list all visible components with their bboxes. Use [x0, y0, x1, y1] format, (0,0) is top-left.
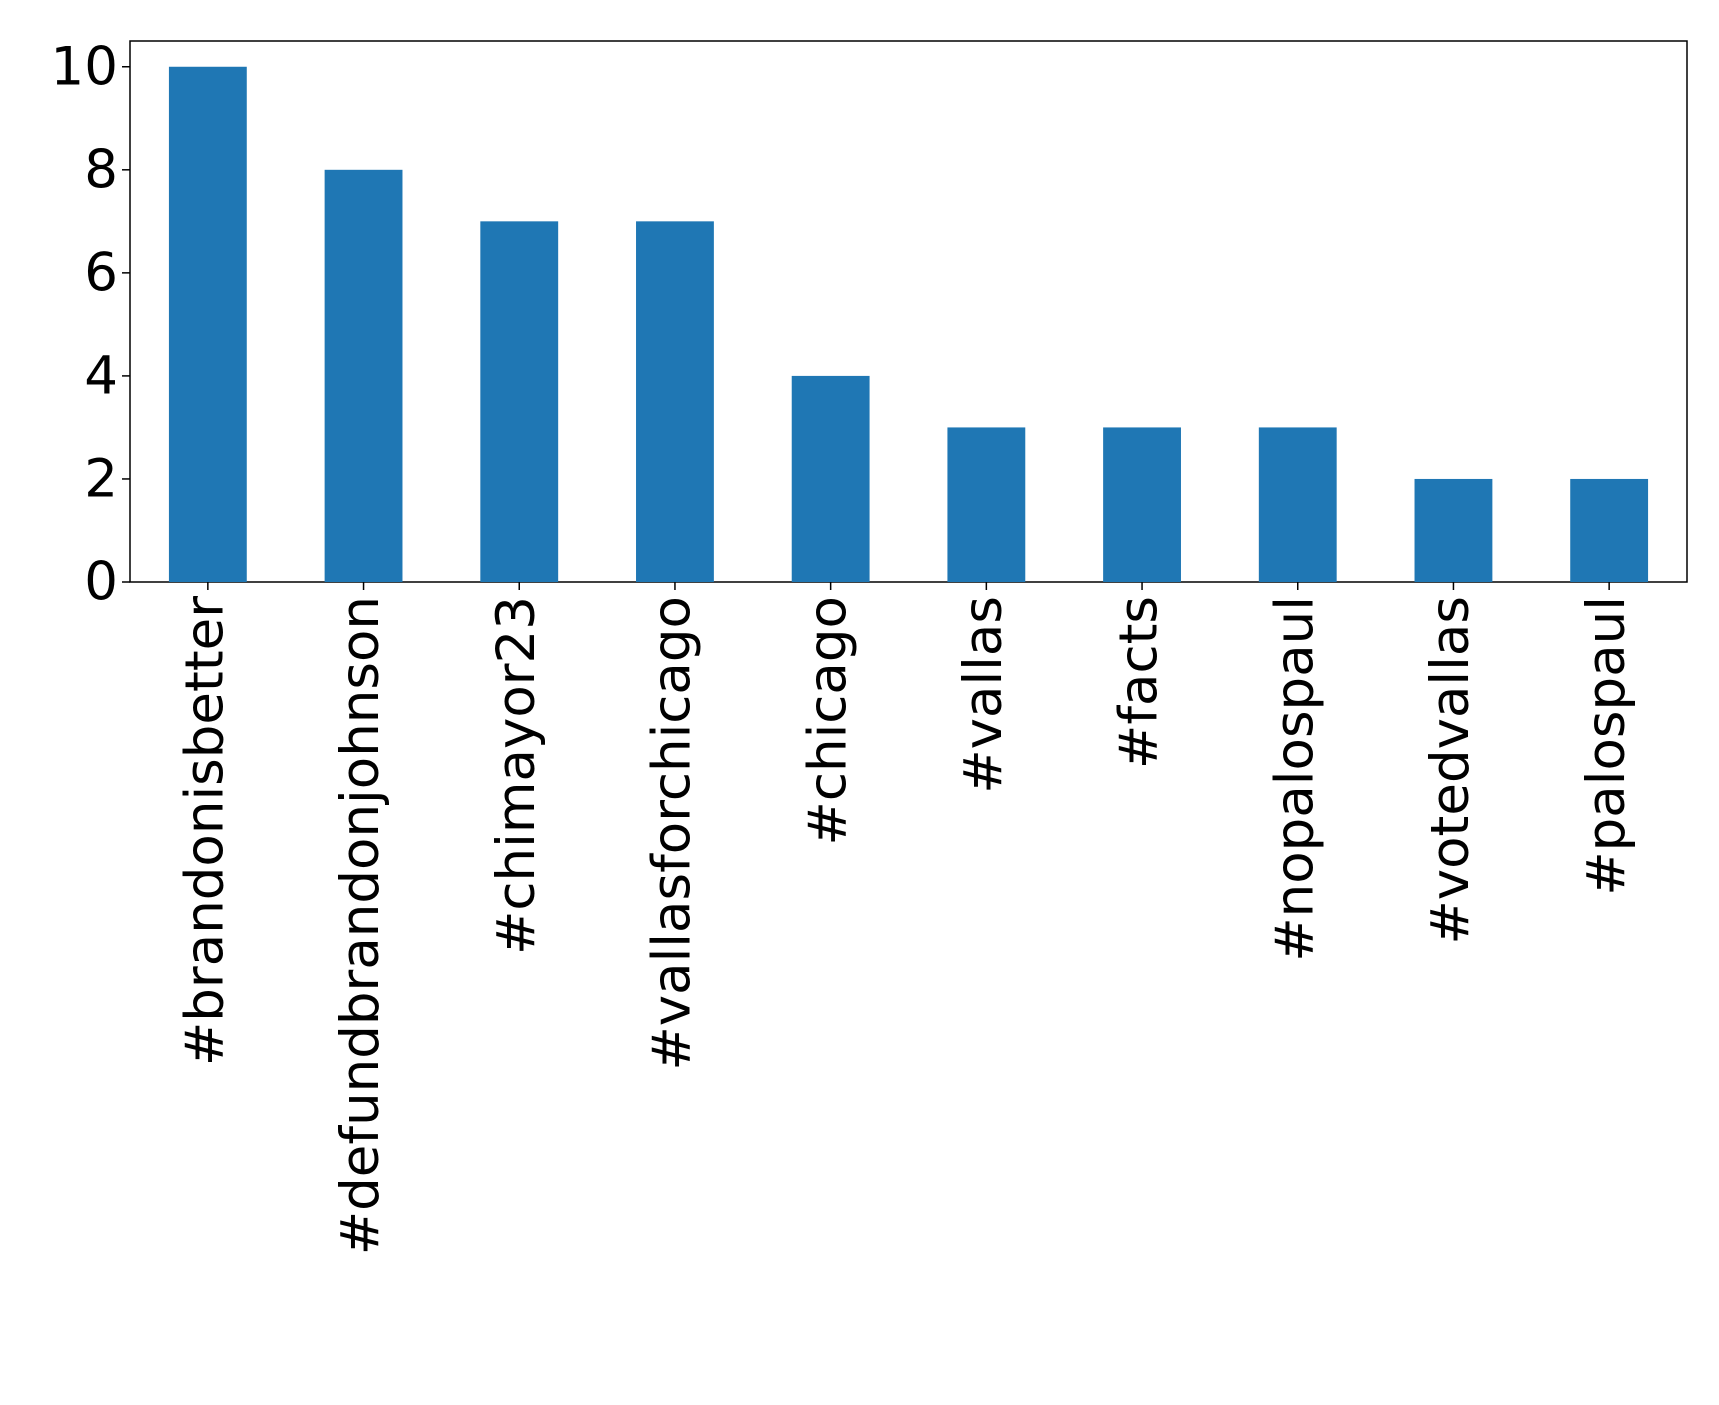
- x-tick-label: #votedvallas: [1420, 596, 1481, 945]
- y-tick-label: 4: [84, 346, 118, 407]
- x-tick-label: #vallasforchicago: [642, 596, 703, 1071]
- x-tick-label: #facts: [1109, 596, 1170, 769]
- x-tick-label: #defundbrandonjohnson: [330, 596, 391, 1255]
- x-tick-label: #brandonisbetter: [174, 596, 235, 1066]
- plot-frame: [129, 40, 1688, 583]
- bar: [1103, 427, 1181, 582]
- x-tick-label: #vallas: [953, 596, 1014, 794]
- y-tick-label: 0: [84, 552, 118, 613]
- x-tick-label: #chicago: [797, 596, 858, 846]
- x-tick-label: #nopalospaul: [1264, 596, 1325, 962]
- bar: [947, 427, 1026, 582]
- bar: [791, 375, 870, 582]
- y-tick-label: 8: [84, 139, 118, 200]
- bar: [1414, 478, 1493, 582]
- bar: [636, 221, 714, 583]
- x-tick-label: #chimayor23: [486, 596, 547, 955]
- y-tick-label: 6: [84, 242, 118, 303]
- bar: [1570, 478, 1649, 582]
- bar: [1258, 427, 1337, 582]
- y-tick-label: 10: [51, 36, 118, 97]
- bar: [168, 66, 247, 582]
- bar: [480, 221, 559, 583]
- bar: [324, 169, 403, 583]
- y-tick-label: 2: [84, 449, 118, 510]
- x-tick-label: #palospaul: [1576, 596, 1637, 896]
